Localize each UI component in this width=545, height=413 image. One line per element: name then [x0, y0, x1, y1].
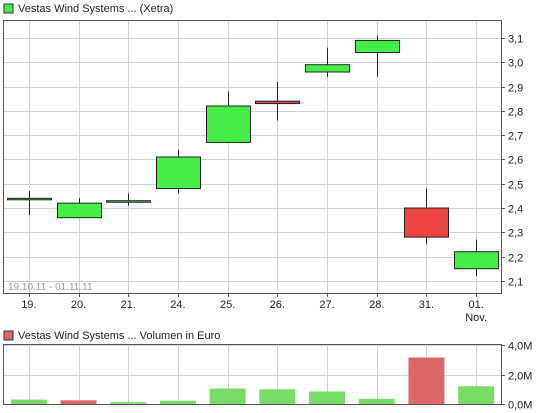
volume-ytick-label: 4,0M: [508, 341, 532, 353]
volume-bars: [10, 357, 495, 404]
price-panel: Vestas Wind Systems ... (Xetra) 2,12,22,…: [3, 3, 523, 324]
volume-legend-label: Vestas Wind Systems ... Volumen in Euro: [18, 330, 220, 342]
x-axis: 19. 20. 21. 24. 25. 26. 27. 28. 31. 01.Nov.: [21, 293, 487, 324]
price-ytick-label: 2,4: [508, 204, 523, 216]
volume-bar: [408, 357, 445, 404]
x-tick-label: 25.: [220, 299, 235, 311]
price-ytick-label: 2,3: [508, 228, 523, 240]
x-tick-label: 21.: [121, 299, 136, 311]
candle-body: [57, 202, 102, 219]
volume-bar: [259, 389, 296, 404]
candle-body: [355, 39, 400, 54]
x-tick-sublabel: Nov.: [465, 312, 487, 324]
price-ytick-label: 2,9: [508, 83, 523, 95]
price-plot-frame: [3, 20, 502, 294]
volume-plot-frame: [3, 344, 502, 405]
candle-body: [7, 197, 52, 201]
price-y-axis: 2,1 2,2 2,3 2,4 2,5 2,6 2,7 2,8 2,9 3,0 3,1: [501, 34, 523, 289]
price-ytick-label: 2,5: [508, 180, 523, 192]
price-ytick-label: 2,6: [508, 155, 523, 167]
volume-y-axis: 0,0M 2,0M 4,0M: [501, 341, 532, 412]
volume-bar: [309, 391, 346, 404]
volume-ytick-label: 2,0M: [508, 371, 532, 383]
price-ytick-label: 3,0: [508, 58, 523, 70]
volume-bar: [10, 399, 47, 404]
volume-legend-swatch: [3, 330, 14, 341]
candle-body: [305, 64, 350, 73]
price-legend-label: Vestas Wind Systems ... (Xetra): [18, 3, 173, 15]
x-tick-label: 19.: [21, 299, 36, 311]
candle-body: [404, 207, 449, 238]
x-tick-label: 20.: [71, 299, 86, 311]
volume-bar: [110, 402, 147, 404]
price-legend-swatch: [3, 3, 14, 14]
price-ytick-label: 2,1: [508, 277, 523, 289]
candle-body: [106, 200, 151, 203]
candle-body: [454, 251, 499, 270]
volume-bar: [60, 400, 97, 404]
x-tick-label: 26.: [270, 299, 285, 311]
candle-body: [255, 100, 300, 105]
volume-bar: [159, 400, 196, 404]
x-tick-label: 31.: [419, 299, 434, 311]
volume-ytick-label: 0,0M: [508, 400, 532, 412]
date-range-label: 19.10.11 - 01.11.11: [8, 282, 93, 293]
volume-bar: [358, 398, 395, 404]
x-tick-label: 01.: [469, 299, 484, 311]
price-ytick-label: 2,7: [508, 131, 523, 143]
candles: [7, 35, 499, 276]
candle-body: [206, 105, 251, 143]
volume-panel: Vestas Wind Systems ... Volumen in Euro …: [3, 330, 532, 412]
price-ytick-label: 2,2: [508, 253, 523, 265]
x-tick-label: 28.: [369, 299, 384, 311]
price-ytick-label: 3,1: [508, 34, 523, 46]
x-tick-label: 24.: [170, 299, 185, 311]
volume-bar: [458, 386, 495, 404]
price-ytick-label: 2,8: [508, 107, 523, 119]
volume-bar: [209, 388, 246, 404]
candle-body: [156, 156, 201, 190]
x-tick-label: 27.: [319, 299, 334, 311]
price-grid: [4, 21, 501, 293]
